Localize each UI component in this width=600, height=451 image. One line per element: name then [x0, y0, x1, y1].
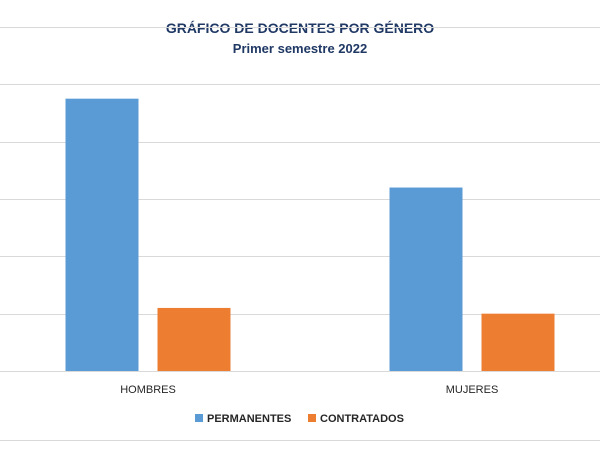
bar-permanentes-hombres	[65, 98, 139, 372]
bar-contratados-mujeres	[481, 313, 555, 371]
x-tick-label: MUJERES	[446, 384, 499, 396]
bar-contratados-hombres	[157, 307, 231, 371]
x-tick-label: HOMBRES	[120, 384, 176, 396]
chart-subtitle: Primer semestre 2022	[232, 41, 368, 56]
legend-label-permanentes: PERMANENTES	[207, 413, 291, 425]
legend-label-contratados: CONTRATADOS	[320, 413, 404, 425]
bar-permanentes-mujeres	[389, 187, 463, 371]
legend-swatch-contratados	[308, 414, 316, 422]
legend-swatch-permanentes	[195, 414, 203, 422]
chart-border-bottom	[0, 440, 600, 441]
